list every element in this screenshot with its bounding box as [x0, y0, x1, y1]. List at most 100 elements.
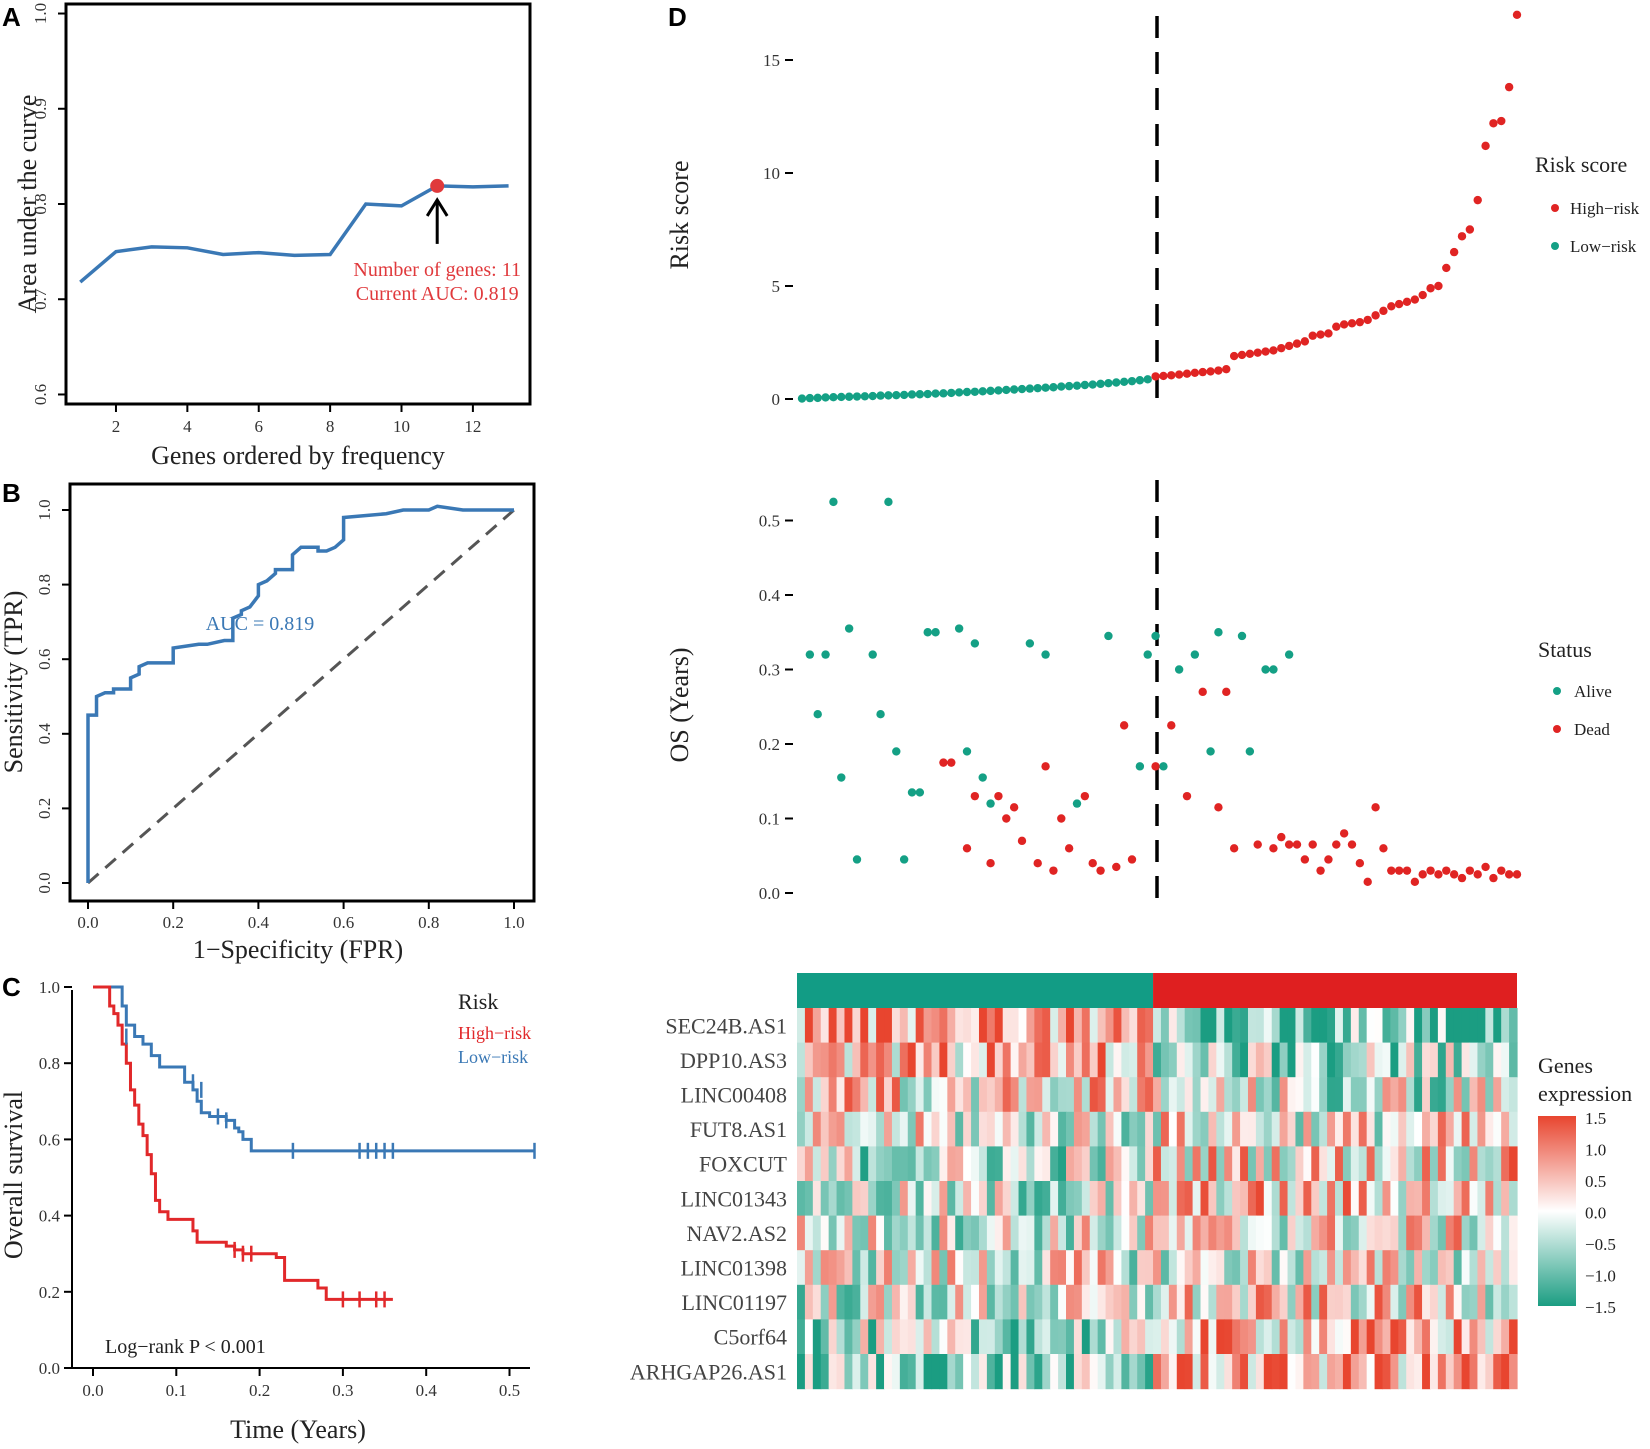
heatmap-cell: [1240, 1354, 1249, 1390]
heatmap-cell: [1200, 1319, 1210, 1355]
heatmap-cell: [1121, 1111, 1130, 1147]
panel-d-os-y-tick-label: 0.5: [759, 512, 780, 531]
risk-point-high: [1316, 330, 1325, 339]
heatmap-cell: [1327, 1215, 1336, 1251]
heat-legend-tick-label: −0.5: [1585, 1235, 1616, 1254]
heatmap-cell: [1437, 1284, 1447, 1320]
heatmap-cell: [820, 1215, 830, 1251]
heatmap-cell: [1295, 1008, 1304, 1044]
panel-c-y-tick-label: 0.6: [39, 1130, 60, 1149]
heatmap-cell: [1287, 1250, 1297, 1286]
heatmap-cell: [994, 1042, 1004, 1078]
heatmap-cell: [860, 1146, 869, 1182]
heatmap-cell: [994, 1146, 1004, 1182]
heatmap-cell: [891, 1354, 901, 1390]
heatmap-cell: [1358, 1354, 1368, 1390]
heatmap-cell: [1335, 1146, 1344, 1182]
panel-c-y-tick-label: 0.0: [39, 1359, 60, 1378]
risk-point-low: [860, 392, 870, 401]
heatmap-cell: [1145, 1354, 1154, 1390]
heatmap-cell: [1224, 1146, 1233, 1182]
heatmap-cell: [891, 1111, 901, 1147]
heatmap-cell: [1153, 1250, 1162, 1286]
heatmap-cell: [1311, 1111, 1320, 1147]
heatmap-cell: [1018, 1042, 1028, 1078]
heatmap-cell: [1485, 1008, 1494, 1044]
heatmap-cell: [1073, 1042, 1083, 1078]
heatmap-cell: [1216, 1319, 1225, 1355]
heatmap-cell: [1477, 1319, 1486, 1355]
heatmap-cell: [986, 1250, 996, 1286]
heatmap-cell: [1010, 1181, 1020, 1217]
panel-b-frame: [68, 482, 536, 903]
heatmap-cell: [844, 1042, 853, 1078]
heatmap-cell: [1279, 1215, 1289, 1251]
heatmap-cell: [1105, 1284, 1115, 1320]
heatmap-cell: [1145, 1181, 1154, 1217]
heatmap-cell: [797, 1042, 806, 1078]
heatmap-cell: [1176, 1284, 1186, 1320]
heatmap-cell: [1160, 1111, 1170, 1147]
heatmap-cell: [1382, 1111, 1392, 1147]
heatmap-cell: [1089, 1146, 1099, 1182]
panel-a-x-tick-label: 4: [183, 417, 192, 436]
risk-point-low: [1088, 380, 1097, 389]
heatmap-cell: [1295, 1284, 1304, 1320]
os-point-dead: [1292, 840, 1302, 849]
heatmap-cell: [907, 1181, 917, 1217]
panel-d-os-ylabel: OS (Years): [665, 647, 694, 762]
panel-b-x-tick-label: 1.0: [503, 913, 524, 932]
heatmap-cell: [923, 1042, 933, 1078]
heatmap-cell: [1232, 1250, 1241, 1286]
heatmap-cell: [1342, 1077, 1352, 1113]
heatmap-cell: [1445, 1042, 1455, 1078]
risk-point-high: [1504, 82, 1514, 92]
heatmap-cell: [1097, 1042, 1107, 1078]
heatmap-cell: [1429, 1077, 1439, 1113]
risk-point-low: [852, 392, 862, 401]
heatmap-cell: [1184, 1319, 1194, 1355]
heatmap-cell: [1121, 1284, 1130, 1320]
panel-a: A 0.6 0.7 0.8 0.9 1.0 2 4 6 8 10 12 Area under th…: [2, 2, 532, 470]
heatmap-cell: [1050, 1077, 1059, 1113]
risk-point-low: [939, 389, 948, 398]
heatmap-cell: [939, 1146, 948, 1182]
heatmap-cell: [923, 1181, 933, 1217]
heatmap-cell: [1010, 1042, 1020, 1078]
heatmap-cell: [844, 1008, 853, 1044]
heatmap-cell: [1224, 1354, 1233, 1390]
heatmap-cell: [1058, 1077, 1067, 1113]
heatmap-cell: [947, 1146, 956, 1182]
risk-point-low: [821, 393, 830, 402]
heatmap-cell: [1026, 1284, 1035, 1320]
risk-point-high: [1465, 225, 1475, 234]
os-point-dead: [1457, 873, 1467, 883]
heatmap-cell: [884, 1284, 893, 1320]
heatmap-cell: [1287, 1042, 1297, 1078]
heatmap-cell: [963, 1111, 972, 1147]
risk-point-high: [1308, 331, 1317, 340]
heatmap-cell: [1050, 1008, 1059, 1044]
heatmap-cell: [804, 1215, 814, 1251]
heatmap-cell: [1168, 1146, 1178, 1182]
heatmap-cell: [1145, 1077, 1154, 1113]
risk-point-high: [1167, 371, 1176, 380]
heatmap-cell: [899, 1284, 909, 1320]
heatmap-cell: [1390, 1215, 1399, 1251]
heatmap-cell: [1232, 1354, 1241, 1390]
heatmap-cell: [994, 1181, 1004, 1217]
heatmap-cell: [868, 1319, 877, 1355]
heatmap-cell: [1192, 1284, 1202, 1320]
heatmap-cell: [1153, 1146, 1162, 1182]
heatmap-cell: [1390, 1008, 1399, 1044]
heatmap-cell: [1255, 1319, 1265, 1355]
os-point-dead: [1497, 866, 1506, 875]
heatmap-cell: [860, 1181, 869, 1217]
heatmap-cell: [1089, 1008, 1099, 1044]
heatmap-cell: [1089, 1181, 1099, 1217]
heatmap-cell: [1271, 1111, 1281, 1147]
panel-a-x-ticks: 2 4 6 8 10 12: [112, 404, 481, 436]
risk-point-low: [1064, 381, 1074, 391]
heatmap-cell: [1319, 1354, 1328, 1390]
heatmap-cell: [1042, 1284, 1051, 1320]
